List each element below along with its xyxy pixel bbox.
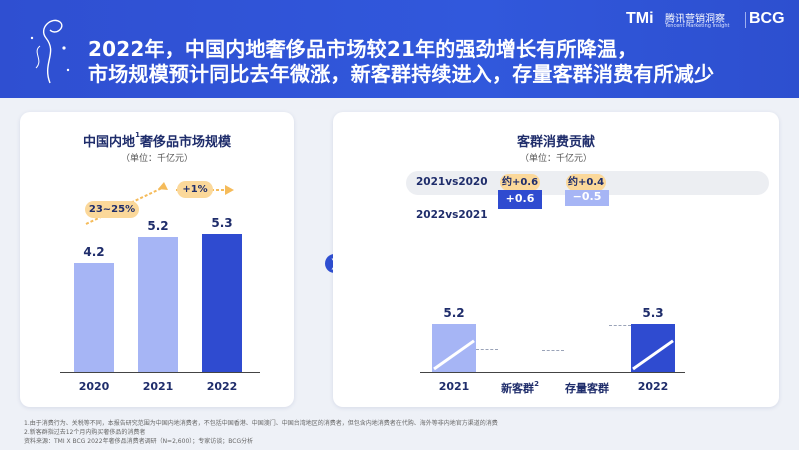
contribution-bar-存量客群 (565, 190, 609, 207)
page-title-line1: 2022年，中国内地奢侈品市场较21年的强劲增长有所降温， (88, 37, 638, 61)
tmi-logo: TMi (626, 10, 654, 27)
growth-tag-2021: 23~25% (85, 201, 139, 218)
new-customer-2021-tag: 约+0.6 (500, 174, 540, 191)
contribution-title: 客群消费贡献 (516, 135, 595, 150)
market-bar-2021 (138, 236, 178, 372)
logo-divider (745, 12, 746, 28)
tmi-logo-cn: 腾讯营销洞察 (665, 14, 725, 25)
market-value-label-2022: 5.3 (211, 216, 233, 230)
market-x-label-2022: 2022 (206, 380, 238, 393)
swirl-decoration-icon (30, 19, 70, 84)
market-value-label-2021: 5.2 (147, 218, 169, 233)
market-bar-2022 (202, 234, 242, 372)
footnote-1: 1.由于消费行为、关税等不同，本报告研究范围为中国内地消费者，不包括中国香港、中… (24, 420, 498, 427)
market-size-title: 中国内地1奢侈品市场规模 (83, 131, 231, 150)
bcg-logo: BCG (749, 10, 785, 27)
source-note: 资料来源：TMI X BCG 2022年奢侈品消费者调研（N=2,600）；专家… (24, 438, 254, 445)
header-banner (0, 0, 799, 98)
market-x-label-2021: 2021 (142, 380, 174, 393)
page-title-line2: 市场规模预计同比去年微涨，新客群持续进入，存量客群消费有所减少 (88, 62, 715, 86)
waterfall-connector (542, 350, 564, 351)
contribution-x-label-新客群: 新客群2 (501, 380, 539, 395)
market-value-label-2020: 4.2 (83, 244, 105, 259)
contribution-x-axis (420, 372, 685, 373)
comparison-label-2022vs2021: 2022vs2021 (416, 209, 488, 221)
contribution-bar-新客群 (498, 190, 542, 210)
market-size-x-axis (60, 372, 260, 373)
contribution-x-label-2021: 2021 (438, 380, 470, 393)
contribution-value-label-存量客群: −0.5 (572, 190, 602, 204)
contribution-unit: （单位：千亿元） (519, 154, 592, 164)
waterfall-connector (609, 325, 631, 326)
contribution-x-label-2022: 2022 (637, 380, 669, 393)
contribution-value-label-2022: 5.3 (642, 306, 664, 320)
market-bar-2020 (74, 262, 114, 372)
axis-break-icon (433, 339, 475, 371)
market-x-label-2020: 2020 (78, 380, 110, 393)
market-size-unit: （单位：千亿元） (120, 154, 193, 164)
contribution-value-label-2021: 5.2 (443, 306, 465, 320)
waterfall-connector (476, 349, 498, 350)
contribution-x-label-存量客群: 存量客群 (565, 382, 609, 395)
tmi-logo-en: Tencent Marketing Insight (665, 23, 730, 29)
contribution-panel (333, 112, 779, 407)
contribution-x-label-sup: 2 (534, 380, 539, 388)
existing-customer-2021-tag: 约+0.4 (566, 174, 606, 191)
axis-break-icon (632, 339, 674, 371)
contribution-value-label-新客群: +0.6 (505, 191, 535, 205)
footnote-2: 2.新客群指过去12个月内购买奢侈品的消费者 (24, 429, 146, 436)
comparison-label-2021vs2020: 2021vs2020 (416, 176, 488, 188)
growth-tag-2022: +1% (177, 181, 213, 198)
